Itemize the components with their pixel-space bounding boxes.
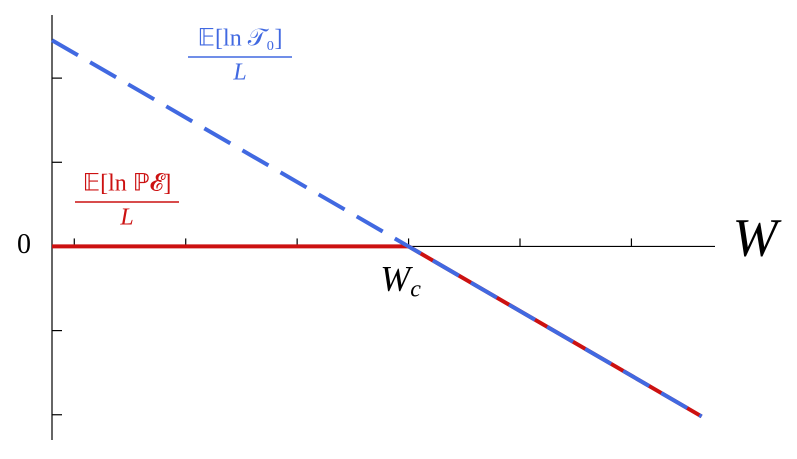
- label-numerator: 𝔼[ln ℙ𝓔]: [83, 171, 172, 197]
- series-label: 𝔼[ln ℙ𝓔] L: [75, 171, 179, 231]
- x-axis-label: W: [733, 207, 783, 267]
- label-denominator: L: [232, 60, 246, 86]
- label-denominator: L: [119, 205, 133, 231]
- series-label: 𝔼[ln 𝒯₀] L: [188, 26, 292, 86]
- y-tick-label: 0: [17, 229, 31, 260]
- annotation: Wc: [380, 259, 421, 302]
- annotation-subscript: c: [410, 276, 421, 302]
- line-series: [50, 38, 703, 419]
- line-series: [52, 244, 703, 419]
- label-numerator: 𝔼[ln 𝒯₀]: [198, 26, 283, 52]
- annotation-main: W: [380, 259, 413, 299]
